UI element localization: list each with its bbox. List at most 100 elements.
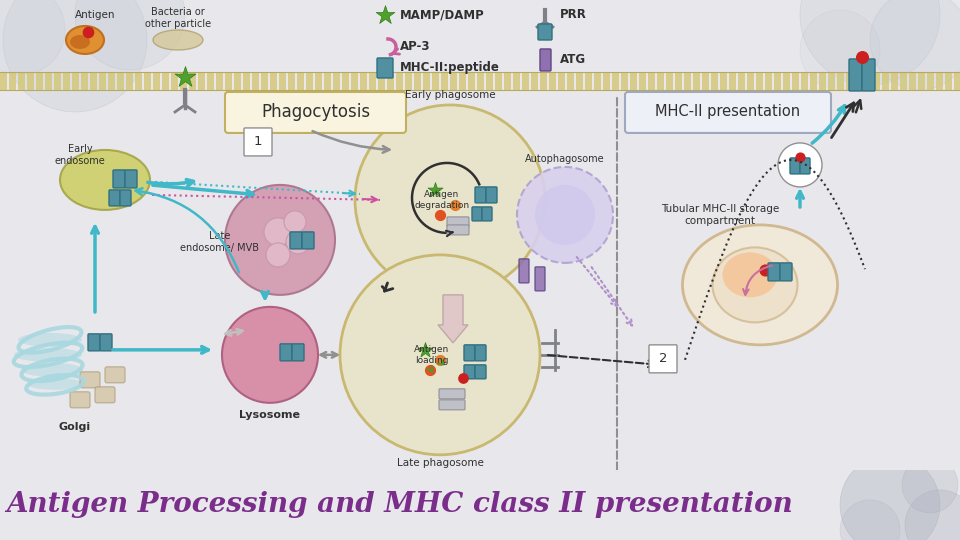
Text: Golgi: Golgi (59, 422, 91, 432)
Bar (90, 72, 97, 90)
Circle shape (75, 0, 185, 70)
Bar (234, 72, 241, 90)
Bar (504, 72, 511, 90)
Ellipse shape (14, 348, 82, 362)
Ellipse shape (723, 252, 778, 298)
Bar (405, 72, 412, 90)
Text: Late
endosome/ MVB: Late endosome/ MVB (180, 231, 259, 253)
FancyBboxPatch shape (447, 217, 469, 227)
Text: Lysosome: Lysosome (239, 410, 300, 420)
Bar (396, 72, 403, 90)
Bar (594, 72, 601, 90)
Bar (72, 72, 79, 90)
FancyBboxPatch shape (105, 367, 125, 383)
FancyBboxPatch shape (120, 190, 131, 206)
Bar (189, 72, 196, 90)
Text: Late phagosome: Late phagosome (396, 458, 484, 468)
Bar (819, 72, 826, 90)
FancyBboxPatch shape (290, 232, 302, 249)
Bar (126, 72, 133, 90)
FancyBboxPatch shape (95, 387, 115, 403)
Bar (288, 72, 295, 90)
Bar (315, 72, 322, 90)
Bar (936, 72, 943, 90)
Circle shape (535, 185, 595, 245)
Bar (558, 72, 565, 90)
FancyBboxPatch shape (88, 334, 100, 351)
Bar (711, 72, 718, 90)
Bar (162, 72, 169, 90)
FancyBboxPatch shape (540, 49, 551, 71)
Bar (576, 72, 583, 90)
Bar (675, 72, 682, 90)
Bar (171, 72, 178, 90)
Bar (837, 72, 844, 90)
Bar (297, 72, 304, 90)
Bar (153, 72, 160, 90)
FancyBboxPatch shape (649, 345, 677, 373)
Bar (360, 72, 367, 90)
Text: Autophagosome: Autophagosome (525, 154, 605, 164)
Bar (9, 72, 16, 90)
FancyBboxPatch shape (80, 372, 100, 388)
Bar (414, 72, 421, 90)
FancyBboxPatch shape (486, 187, 497, 203)
Bar (909, 72, 916, 90)
Bar (684, 72, 691, 90)
Point (81, 28, 96, 36)
FancyBboxPatch shape (244, 128, 272, 156)
Bar (846, 72, 853, 90)
Text: Bacteria or
other particle: Bacteria or other particle (145, 7, 211, 29)
Circle shape (0, 0, 65, 75)
Bar (369, 72, 376, 90)
Bar (279, 72, 286, 90)
Bar (864, 72, 871, 90)
Bar (801, 72, 808, 90)
FancyBboxPatch shape (125, 170, 137, 188)
Bar (387, 72, 394, 90)
Bar (783, 72, 790, 90)
Ellipse shape (18, 333, 82, 347)
Bar (351, 72, 358, 90)
Bar (585, 72, 592, 90)
Text: Antigen: Antigen (75, 10, 115, 20)
Point (418, 346, 433, 354)
Point (377, 11, 393, 19)
Bar (693, 72, 700, 90)
FancyBboxPatch shape (464, 365, 475, 379)
Bar (612, 72, 619, 90)
Bar (621, 72, 628, 90)
Bar (342, 72, 349, 90)
Ellipse shape (712, 247, 798, 322)
Text: MHC-II:peptide: MHC-II:peptide (400, 62, 500, 75)
Bar (603, 72, 610, 90)
Bar (648, 72, 655, 90)
Bar (918, 72, 925, 90)
Circle shape (266, 243, 290, 267)
Circle shape (264, 218, 292, 246)
Point (792, 153, 807, 161)
Bar (18, 72, 25, 90)
Circle shape (225, 185, 335, 295)
Bar (306, 72, 313, 90)
Point (422, 366, 438, 374)
Bar (27, 72, 34, 90)
Bar (54, 72, 61, 90)
Bar (63, 72, 70, 90)
Bar (378, 72, 385, 90)
Ellipse shape (27, 378, 83, 390)
Ellipse shape (60, 150, 150, 210)
Circle shape (840, 455, 940, 540)
FancyBboxPatch shape (535, 267, 545, 291)
Bar (531, 72, 538, 90)
Circle shape (286, 230, 310, 254)
Text: ATG: ATG (560, 53, 587, 66)
Bar (630, 72, 637, 90)
Circle shape (340, 255, 540, 455)
Bar (270, 72, 277, 90)
Bar (99, 72, 106, 90)
Bar (450, 72, 457, 90)
Text: Antigen
degradation: Antigen degradation (415, 190, 469, 210)
FancyBboxPatch shape (780, 263, 792, 281)
Text: Antigen Processing and MHC class II presentation: Antigen Processing and MHC class II pres… (7, 491, 793, 518)
